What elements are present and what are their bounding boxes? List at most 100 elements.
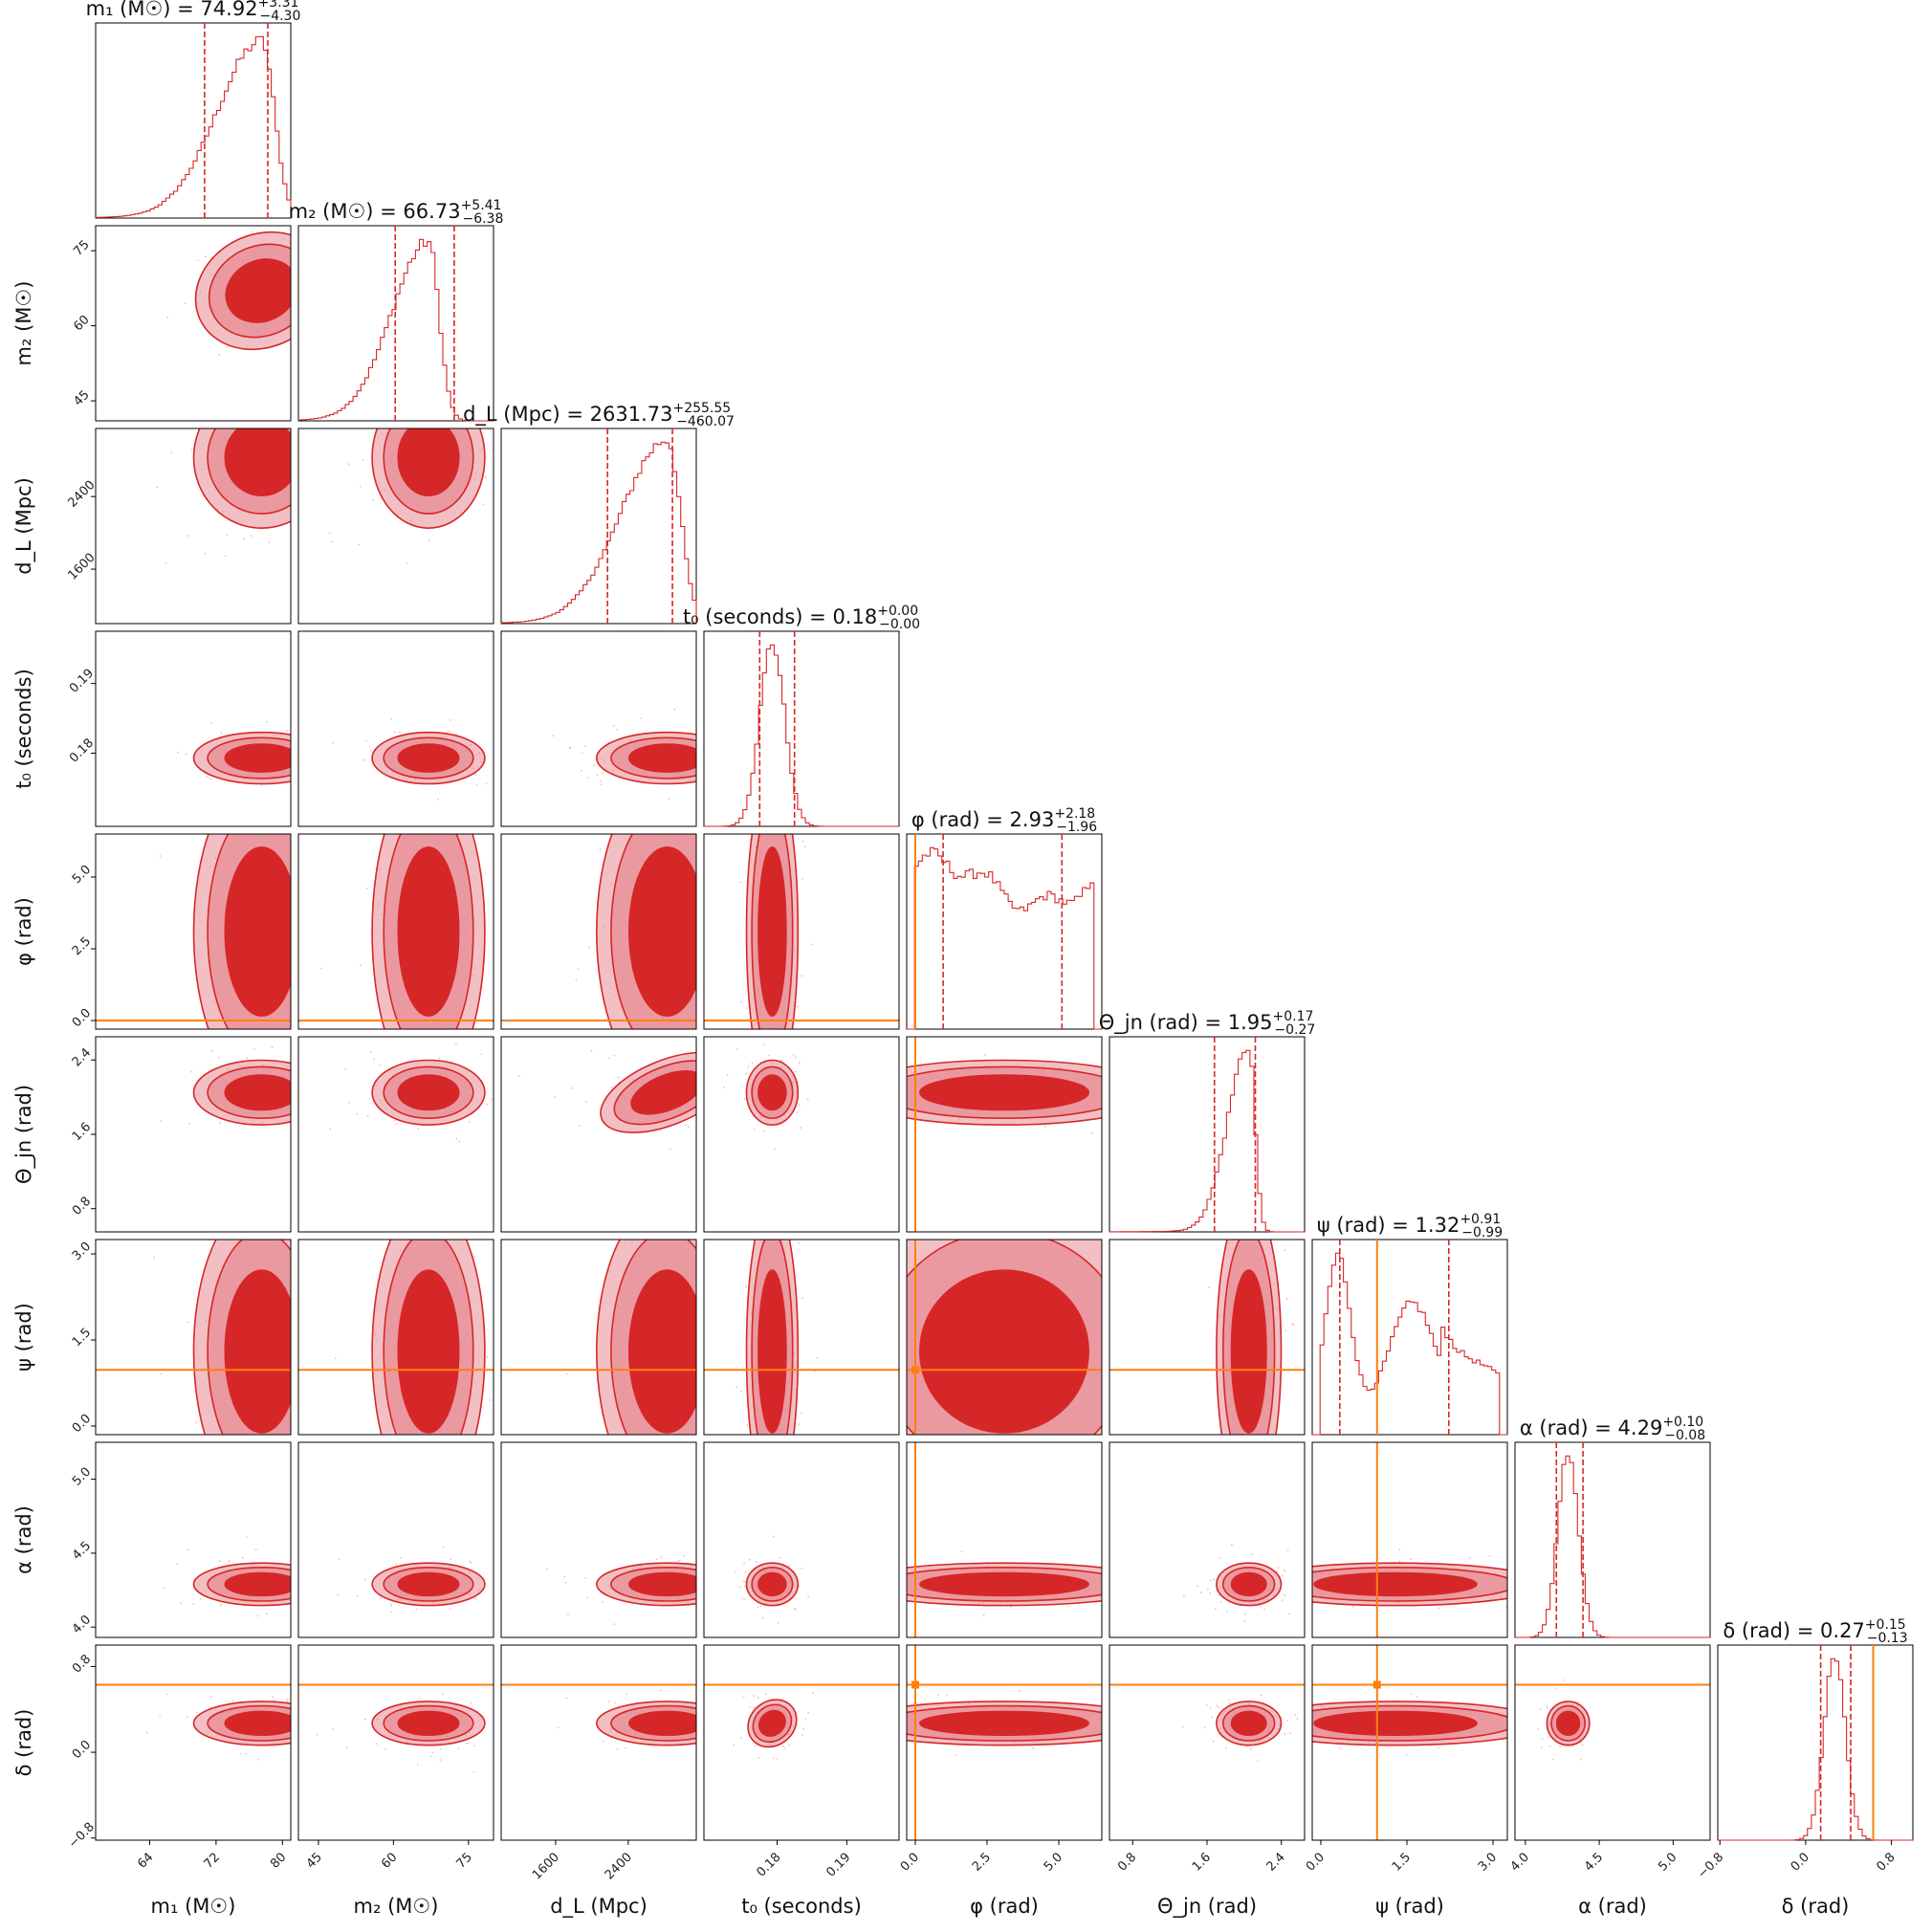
sample-point: [470, 1701, 472, 1704]
panel-psi-vs-m2: [297, 1239, 538, 1500]
sample-point: [235, 1628, 237, 1630]
y-axis-label-psi: ψ (rad): [12, 1303, 35, 1372]
sample-point: [244, 1486, 246, 1488]
sample-point: [251, 1218, 252, 1220]
sample-point: [757, 1697, 759, 1699]
sample-point: [406, 562, 408, 564]
sample-point: [1181, 1725, 1184, 1728]
sample-point: [1130, 1518, 1131, 1520]
y-tick-label-delta: −0.8: [66, 1820, 98, 1852]
sample-point: [336, 890, 338, 892]
sample-point: [449, 1608, 451, 1611]
title-dL: d_L (Mpc) = 2631.73+255.55 −460.07: [463, 401, 735, 429]
sample-point: [300, 1474, 302, 1476]
sample-point: [731, 763, 733, 765]
sample-point: [886, 1128, 888, 1130]
sample-point: [216, 387, 218, 389]
sample-point: [799, 1062, 801, 1065]
sample-point: [332, 776, 334, 778]
sample-point: [292, 755, 294, 757]
sample-point: [1546, 1704, 1548, 1707]
sample-point: [772, 1535, 775, 1538]
sample-point: [243, 538, 245, 540]
sample-point: [903, 1698, 905, 1700]
sample-point: [1202, 1074, 1204, 1076]
sample-point: [299, 1716, 301, 1718]
contour-inner: [1230, 1571, 1267, 1597]
sample-point: [716, 1573, 718, 1575]
sample-point: [313, 296, 315, 297]
axes-frame: [1311, 1644, 1508, 1841]
sample-point: [1524, 1573, 1526, 1575]
sample-point: [307, 772, 309, 774]
sample-point: [307, 1722, 309, 1723]
sample-point: [323, 1394, 325, 1396]
axes-frame: [703, 1441, 900, 1638]
sample-point: [1107, 1397, 1109, 1399]
sample-point: [1287, 1613, 1290, 1615]
sample-point: [1215, 1608, 1217, 1610]
x-tick-label-thetajn: 2.4: [1264, 1850, 1288, 1874]
sample-point: [304, 895, 306, 897]
sample-point: [714, 719, 715, 721]
sample-point: [753, 1129, 756, 1131]
sample-point: [253, 1047, 255, 1050]
panel-thetajn-vs-m1: [95, 1036, 292, 1233]
sample-point: [537, 1448, 538, 1450]
sample-point: [1339, 1746, 1341, 1749]
sample-point: [1529, 1723, 1531, 1725]
sample-point: [1209, 1707, 1212, 1710]
sample-point: [626, 1510, 627, 1512]
sample-point: [370, 1050, 372, 1053]
sample-point: [593, 764, 596, 767]
sample-point: [313, 713, 315, 714]
sample-point: [382, 402, 384, 404]
sample-point: [441, 1693, 444, 1696]
sample-point: [1283, 1610, 1284, 1612]
sample-point: [578, 1124, 581, 1127]
sample-point: [1142, 1106, 1144, 1108]
sample-point: [844, 1519, 845, 1521]
sample-point: [494, 712, 496, 714]
sample-point: [357, 755, 359, 757]
sample-point: [714, 1087, 715, 1088]
panel-delta-vs-psi: [1311, 1644, 1531, 1841]
sample-point: [344, 1067, 346, 1070]
sample-point: [299, 1199, 301, 1201]
sample-point: [714, 933, 716, 934]
sample-point: [294, 1716, 296, 1718]
y-axis-label-t0: t₀ (seconds): [12, 669, 35, 789]
sample-point: [759, 801, 761, 802]
sample-point: [1256, 1760, 1259, 1763]
sample-point: [732, 735, 734, 736]
sample-point: [740, 1737, 742, 1740]
sample-point: [1229, 1514, 1231, 1516]
sample-point: [1518, 1587, 1520, 1589]
sample-point: [299, 996, 301, 998]
panel-delta-vs-m1: [95, 1644, 309, 1841]
sample-point: [1091, 1131, 1093, 1134]
sample-point: [1551, 1567, 1553, 1569]
sample-point: [306, 1426, 308, 1428]
sample-point: [1602, 1589, 1604, 1591]
sample-point: [744, 1585, 747, 1588]
sample-point: [245, 1128, 247, 1130]
sample-point: [306, 1375, 308, 1377]
sample-point: [301, 748, 303, 750]
sample-point: [388, 1498, 390, 1500]
sample-point: [779, 1556, 780, 1559]
sample-point: [741, 1086, 743, 1087]
axes-frame: [95, 1441, 292, 1638]
x-tick-label-dL: 2400: [603, 1850, 635, 1882]
sample-point: [746, 1424, 749, 1427]
sample-point: [348, 1101, 351, 1104]
x-tick-label-m2: 60: [379, 1850, 400, 1871]
sample-point: [770, 802, 772, 804]
panel-alpha-vs-phi: [906, 1441, 1103, 1638]
sample-point: [334, 757, 336, 758]
x-tick-label-psi: 0.0: [1304, 1850, 1328, 1874]
sample-point: [755, 1745, 757, 1747]
sample-point: [785, 1124, 787, 1126]
histogram-m2: m₂ (M☉) = 66.73+5.41 −6.38: [289, 198, 503, 422]
sample-point: [312, 339, 314, 340]
